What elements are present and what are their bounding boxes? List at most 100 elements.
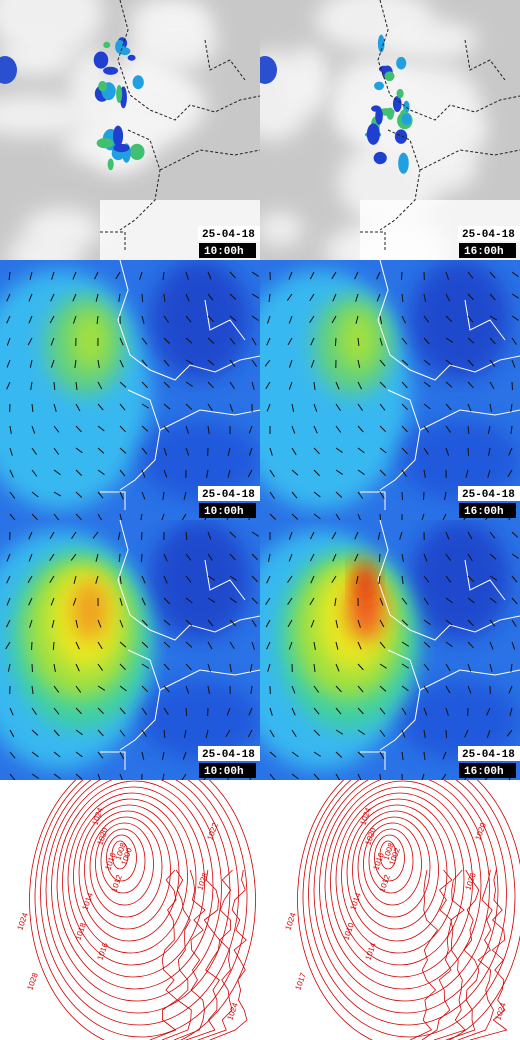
field-blob <box>355 560 375 600</box>
wind-barb <box>489 575 498 581</box>
wind-barb <box>286 293 293 301</box>
wind-barb <box>28 553 33 562</box>
wind-barb <box>511 553 519 559</box>
date-box <box>458 486 520 501</box>
map-panel: 25-04-18 10:00h <box>0 260 260 520</box>
date-box <box>198 226 260 241</box>
wind-barb <box>511 575 518 583</box>
wind-barb <box>207 359 215 366</box>
wind-barb <box>162 773 165 780</box>
wind-barb <box>445 729 448 739</box>
wind-barb <box>31 773 39 779</box>
wind-barb <box>71 531 77 539</box>
wind-barb <box>379 469 387 477</box>
wind-barb <box>119 381 127 388</box>
wind-barb <box>119 575 122 584</box>
wind-barb <box>53 403 57 412</box>
isobar <box>335 792 465 966</box>
wind-barb <box>335 729 344 735</box>
isobar <box>341 798 456 954</box>
wind-barb <box>464 729 469 738</box>
wind-barb <box>9 491 16 499</box>
wind-barb <box>313 685 320 693</box>
wind-barb <box>163 663 170 671</box>
wind-barb <box>335 707 342 715</box>
wind-barb <box>291 685 296 694</box>
wind-barb <box>357 773 362 780</box>
wind-barb <box>163 447 168 456</box>
isobar <box>89 816 163 918</box>
isobar <box>111 840 129 870</box>
wind-barb <box>251 531 259 537</box>
wind-barb <box>379 685 387 692</box>
wind-barb <box>140 531 143 541</box>
wind-barb <box>53 425 60 433</box>
isobar <box>357 816 431 918</box>
isobar <box>330 786 473 978</box>
wind-barb <box>401 663 410 669</box>
wind-barb <box>332 553 337 562</box>
map: 25-04-18 16:00h <box>260 0 520 260</box>
wind-barb <box>51 619 55 628</box>
cloud-cell <box>96 138 114 149</box>
wind-barb <box>97 685 106 691</box>
wind-barb <box>267 553 271 562</box>
wind-barb <box>141 597 146 606</box>
date-box <box>198 746 260 761</box>
map: 25-04-18 16:00h <box>260 260 520 520</box>
cloud-cell <box>396 88 404 99</box>
wind-barb <box>467 597 475 604</box>
wind-barb <box>335 447 343 453</box>
wind-barb <box>31 513 38 520</box>
cloud-cell <box>0 56 17 84</box>
wind-barb <box>401 315 406 324</box>
wind-barb <box>467 337 475 344</box>
wind-barb <box>421 513 425 520</box>
wind-barb <box>265 597 271 605</box>
wind-barb <box>49 315 55 324</box>
wind-barb <box>141 663 150 669</box>
wind-barb <box>229 271 236 279</box>
map: 25-04-18 10:00h <box>0 0 260 260</box>
wind-barb <box>251 315 259 322</box>
wind-barb <box>269 773 276 780</box>
wind-barb <box>31 685 34 694</box>
wind-barb <box>229 315 237 322</box>
date-box <box>198 486 260 501</box>
map: 25-04-18 10:00h <box>0 260 260 520</box>
wind-barb <box>489 531 496 539</box>
wind-barb <box>423 425 430 433</box>
wind-barb <box>251 337 257 346</box>
wind-barb <box>181 773 187 780</box>
wind-barb <box>50 597 55 606</box>
wind-barb <box>445 641 453 648</box>
wind-barb <box>511 293 520 299</box>
wind-barb <box>309 315 315 323</box>
wind-barb <box>291 469 299 476</box>
wind-barb <box>401 707 407 716</box>
wind-barb <box>95 553 99 562</box>
wind-barb <box>27 337 33 346</box>
wind-barb <box>510 425 513 434</box>
wind-barb <box>229 597 237 604</box>
isobar <box>379 840 397 870</box>
wind-barb <box>251 271 259 277</box>
wind-barb <box>227 469 231 478</box>
map-panel: 25-04-18 10:00h <box>0 0 260 260</box>
wind-barb <box>399 531 403 540</box>
wind-barb <box>207 425 210 434</box>
wind-barb <box>207 271 212 280</box>
wind-barb <box>119 513 123 520</box>
cloud-cell <box>103 66 119 75</box>
wind-barb <box>313 751 321 757</box>
wind-barb <box>423 315 430 323</box>
map-panel: 1024 1020 1016 1012 1008 1002 1014 1010 1026 1014… <box>260 780 520 1040</box>
wind-barb <box>379 663 387 669</box>
wind-barb <box>140 513 143 520</box>
wind-barb <box>264 359 271 367</box>
wind-barb <box>423 619 431 625</box>
wind-barb <box>401 469 407 477</box>
wind-barb <box>487 469 491 478</box>
wind-barb <box>29 271 33 280</box>
field-blob <box>348 580 384 640</box>
